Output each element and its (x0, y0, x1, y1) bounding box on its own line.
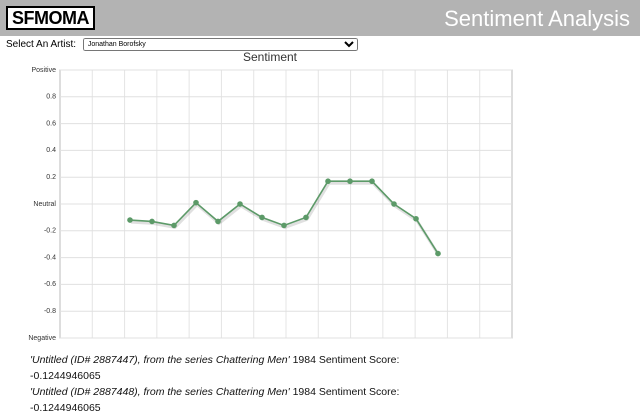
data-point (325, 178, 331, 185)
data-point (237, 201, 243, 207)
y-tick-label: -0.4 (44, 254, 56, 261)
chart: Sentiment Negative -0.8 -0.6 -0.4 -0.2 Neutra… (28, 50, 513, 342)
series-line (129, 180, 439, 255)
y-tick-label: -0.2 (44, 228, 56, 235)
sentiment-score: -0.1244946065 (30, 402, 101, 414)
data-point (413, 215, 419, 222)
data-point (303, 214, 309, 221)
entries: 'Untitled (ID# 2887447), from the series… (30, 352, 399, 416)
artwork-title: 'Untitled (ID# 2887448), from the series… (30, 386, 290, 398)
data-point (281, 222, 287, 229)
data-point (171, 222, 177, 229)
y-tick-label: Positive (31, 67, 56, 74)
header: SFMOMA Sentiment Analysis (0, 0, 640, 36)
page-title: Sentiment Analysis (444, 6, 630, 31)
data-point (215, 218, 221, 225)
sentiment-score: -0.1244946065 (30, 370, 101, 382)
data-point (259, 214, 265, 221)
y-tick-label: -0.8 (44, 308, 56, 315)
y-tick-label: 0.8 (46, 94, 56, 101)
y-tick-label: Negative (28, 335, 56, 342)
data-point (435, 250, 441, 257)
chart-title: Sentiment (243, 50, 298, 64)
score-label: Sentiment Score: (318, 386, 400, 398)
score-label: Sentiment Score: (318, 354, 400, 366)
y-tick-label: 0.4 (46, 147, 56, 154)
y-tick-label: 0.6 (46, 120, 56, 127)
artist-selector-row: Select An Artist: Jonathan Borofsky (6, 38, 358, 51)
data-point (149, 218, 155, 225)
line-shadow (130, 181, 441, 257)
data-point (193, 199, 199, 206)
data-point (127, 217, 133, 223)
logo[interactable]: SFMOMA (6, 6, 95, 30)
y-tick-label: -0.6 (44, 281, 56, 288)
artwork-year: 1984 (292, 386, 316, 398)
data-point (347, 178, 353, 185)
y-tick-label: Neutral (33, 201, 56, 208)
entry-line: 'Untitled (ID# 2887448), from the series… (30, 384, 399, 400)
y-tick-label: 0.2 (46, 174, 56, 181)
artwork-year: 1984 (292, 354, 316, 366)
artist-select[interactable]: Jonathan Borofsky (82, 38, 358, 51)
artwork-title: 'Untitled (ID# 2887447), from the series… (30, 354, 290, 366)
data-point (391, 201, 397, 207)
selector-label: Select An Artist: (6, 39, 77, 51)
entry-line: 'Untitled (ID# 2887447), from the series… (30, 352, 399, 368)
data-point (369, 178, 375, 185)
